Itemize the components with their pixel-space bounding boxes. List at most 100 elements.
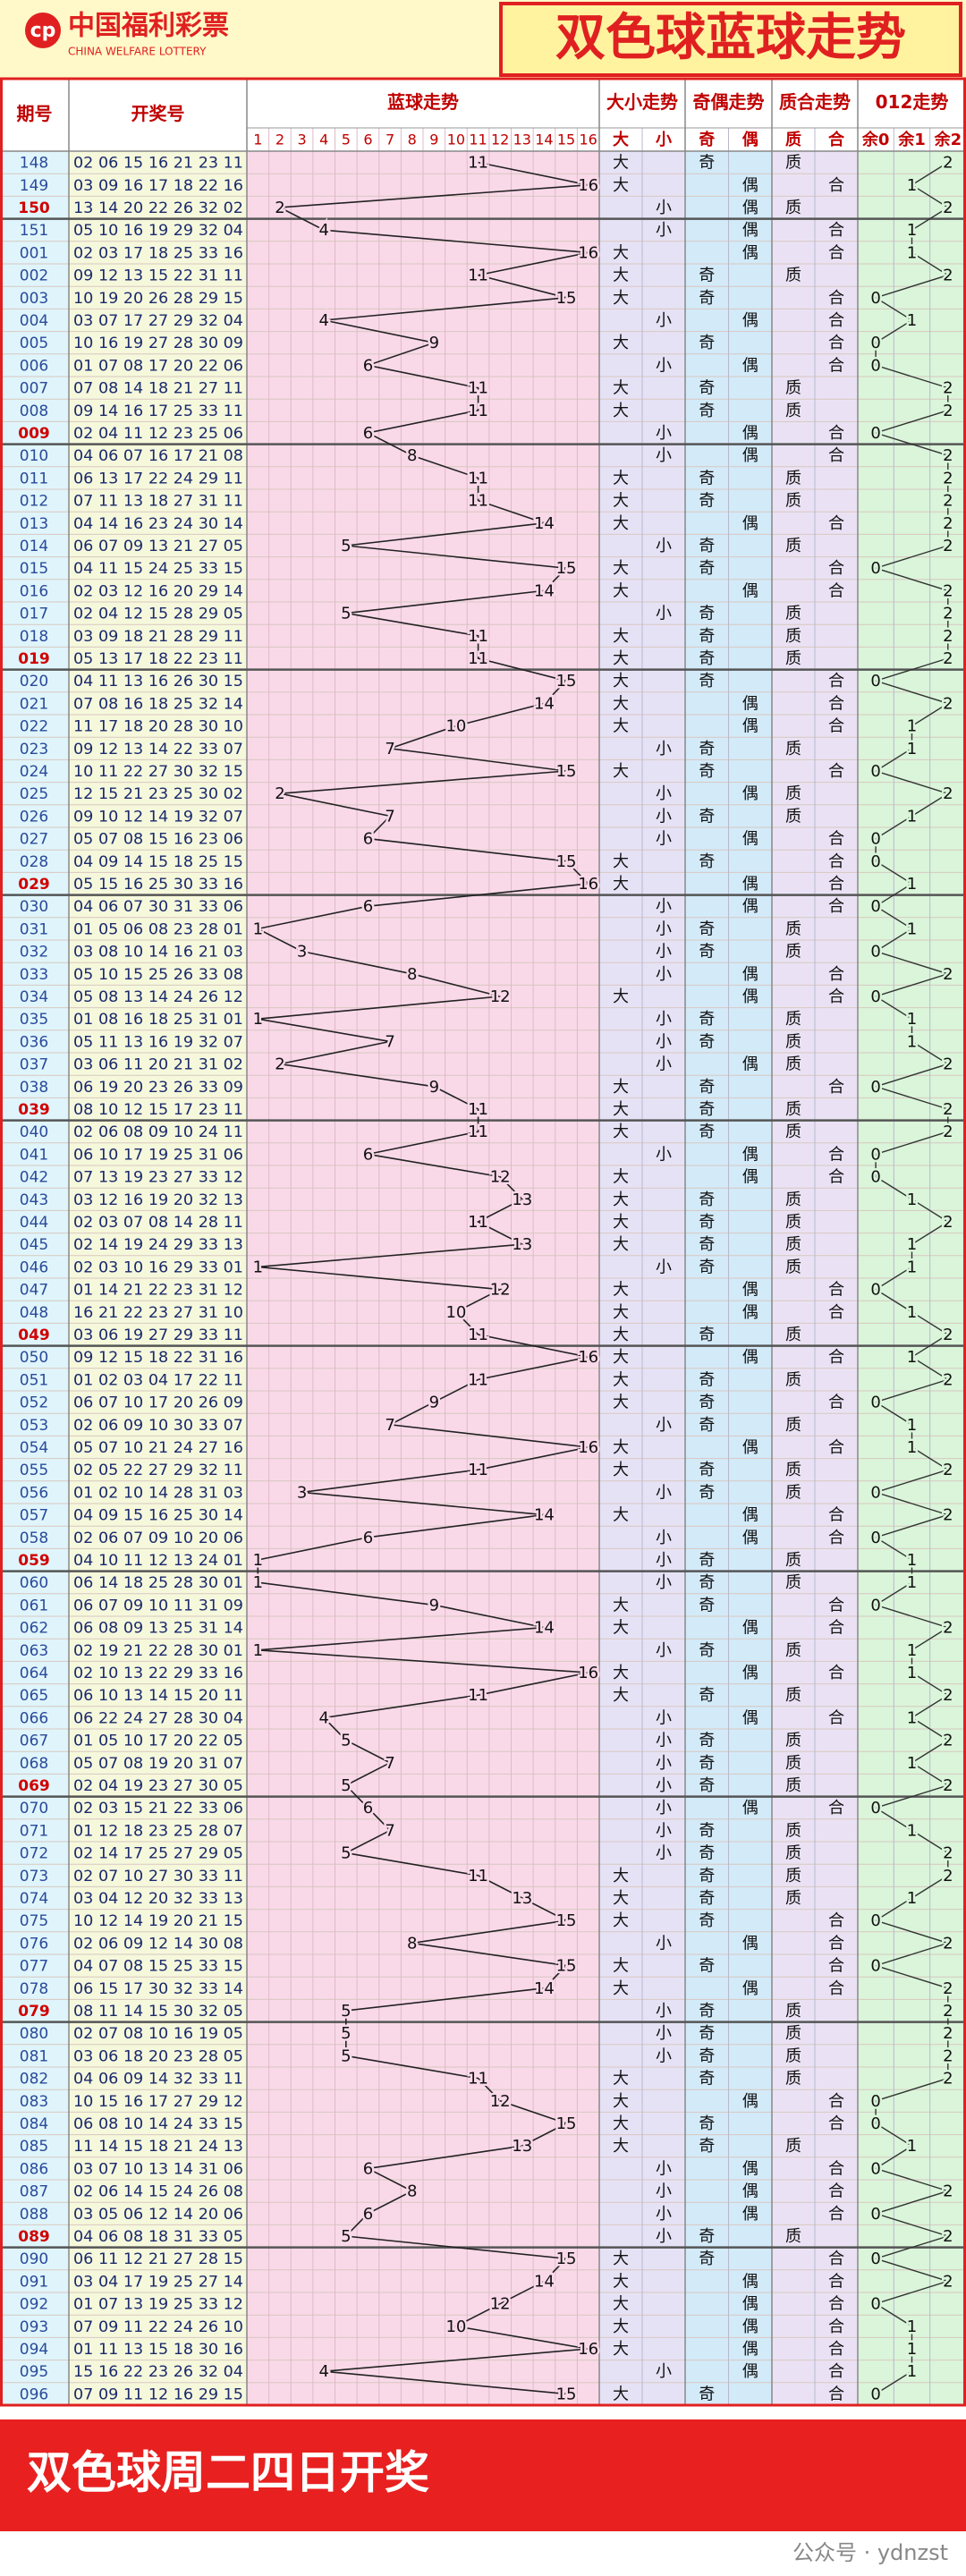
attr-label: 质	[785, 1776, 801, 1795]
attr-label: 合	[828, 1281, 844, 1300]
period: 011	[20, 470, 48, 487]
attr-label: 偶	[742, 176, 758, 195]
period: 076	[20, 1935, 48, 1953]
column-header: 012走势	[876, 91, 949, 113]
draw-numbers: 03 09 18 21 28 29 11	[73, 628, 243, 646]
blue-number: 16	[578, 176, 598, 195]
blue-number: 16	[578, 1664, 598, 1682]
attr-label: 奇	[699, 1032, 715, 1051]
mod-number: 1	[907, 2318, 917, 2336]
attr-label: 奇	[699, 537, 715, 555]
mod-number: 2	[943, 199, 953, 217]
attr-label: 大	[613, 1213, 629, 1232]
period: 039	[18, 1101, 50, 1119]
blue-number: 1	[253, 1573, 263, 1592]
attr-label: 质	[785, 402, 801, 420]
blue-number: 11	[468, 2070, 488, 2089]
mod-number: 2	[943, 1686, 953, 1705]
blue-number: 9	[429, 1078, 439, 1097]
mod-number: 1	[907, 1303, 917, 1322]
period: 055	[20, 1462, 48, 1479]
blue-number: 5	[341, 1776, 351, 1795]
attr-label: 奇	[699, 2385, 715, 2403]
attr-label: 大	[613, 379, 629, 398]
period: 072	[20, 1845, 48, 1863]
mod-number: 1	[907, 1551, 917, 1570]
draw-numbers: 01 05 10 17 20 22 05	[73, 1733, 243, 1750]
attr-label: 合	[828, 559, 844, 578]
draw-numbers: 02 07 10 27 30 33 11	[73, 1868, 243, 1885]
attr-label: 质	[785, 492, 801, 511]
blue-number: 7	[385, 1821, 394, 1840]
attr-label: 小	[656, 446, 672, 465]
attr-label: 奇	[699, 1686, 715, 1705]
attr-label: 大	[613, 402, 629, 420]
attr-label: 质	[785, 2024, 801, 2043]
draw-numbers: 04 11 13 16 26 30 15	[73, 673, 243, 691]
attr-label: 合	[828, 852, 844, 871]
draw-numbers: 01 14 21 22 23 31 12	[73, 1282, 243, 1300]
blue-col-header: 12	[491, 131, 509, 148]
mod-number: 1	[907, 1258, 917, 1276]
blue-number: 12	[490, 1281, 511, 1300]
blue-number: 7	[385, 1416, 394, 1435]
attr-label: 大	[613, 289, 629, 308]
blue-col-header: 8	[408, 131, 417, 148]
attr-label: 合	[828, 289, 844, 308]
period: 074	[20, 1890, 48, 1908]
attr-label: 大	[613, 2250, 629, 2268]
period: 056	[20, 1484, 48, 1502]
mod-number: 2	[943, 492, 953, 511]
blue-number: 11	[468, 379, 488, 398]
attr-label: 奇	[699, 1258, 715, 1276]
attr-label: 大	[613, 852, 629, 871]
attr-label: 小	[656, 1821, 672, 1840]
attr-label: 奇	[699, 1100, 715, 1119]
attr-label: 大	[613, 1078, 629, 1097]
blue-number: 14	[534, 2272, 555, 2291]
attr-label: 合	[828, 2182, 844, 2201]
attr-label: 奇	[699, 2227, 715, 2246]
attr-label: 偶	[742, 514, 758, 533]
footer-band	[0, 2419, 966, 2531]
attr-label: 合	[828, 424, 844, 443]
period: 016	[20, 582, 48, 600]
mod-number: 0	[870, 943, 880, 962]
period: 030	[20, 898, 48, 916]
attr-label: 奇	[699, 334, 715, 352]
attr-label: 小	[656, 1483, 672, 1502]
period: 083	[20, 2093, 48, 2111]
mod-number: 0	[870, 289, 880, 308]
mod-number: 2	[943, 1370, 953, 1389]
mod-number: 2	[943, 537, 953, 555]
attr-label: 奇	[699, 2114, 715, 2133]
attr-label: 合	[828, 2092, 844, 2111]
period: 026	[20, 808, 48, 826]
attr-label: 偶	[742, 311, 758, 330]
blue-number: 5	[341, 1844, 351, 1863]
period: 093	[20, 2318, 48, 2336]
sub-col-header: 大	[613, 130, 629, 149]
draw-numbers: 01 02 03 04 17 22 11	[73, 1371, 243, 1389]
blue-number: 14	[534, 1619, 555, 1638]
period: 094	[20, 2341, 48, 2359]
mod-number: 1	[907, 1573, 917, 1592]
blue-number: 5	[341, 2002, 351, 2021]
attr-label: 奇	[699, 1754, 715, 1773]
attr-label: 小	[656, 424, 672, 443]
sub-col-header: 偶	[742, 130, 758, 149]
attr-label: 小	[656, 2182, 672, 2201]
attr-label: 大	[613, 672, 629, 691]
mod-number: 0	[870, 1168, 880, 1187]
mod-number: 0	[870, 559, 880, 578]
attr-label: 大	[613, 1100, 629, 1119]
attr-label: 大	[613, 1235, 629, 1254]
period: 028	[20, 853, 48, 871]
attr-label: 大	[613, 1348, 629, 1367]
attr-label: 合	[828, 694, 844, 713]
blue-number: 15	[556, 672, 577, 691]
attr-label: 偶	[742, 2092, 758, 2111]
period: 015	[20, 560, 48, 578]
period: 067	[20, 1733, 48, 1750]
period: 017	[20, 606, 48, 623]
